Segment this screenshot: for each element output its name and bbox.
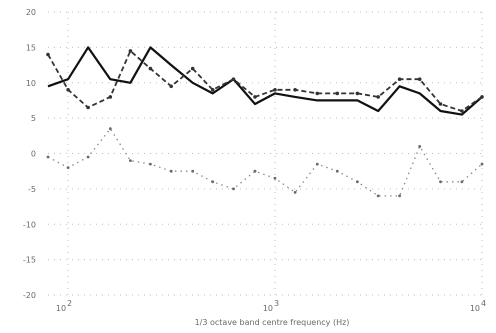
data-point (397, 77, 402, 81)
series-dashed (46, 49, 484, 113)
data-point (355, 91, 360, 96)
y-tick-label: 15 (26, 43, 36, 52)
x-tick-label: 102 (56, 299, 72, 313)
x-tick-exponent: 2 (67, 299, 72, 308)
series-line (47, 128, 483, 197)
data-point (66, 166, 70, 170)
data-point (232, 187, 235, 191)
data-point (149, 162, 152, 166)
data-point (86, 105, 90, 110)
data-point (376, 95, 381, 99)
data-point (191, 169, 195, 173)
data-point (253, 169, 257, 173)
gridlines (48, 11, 483, 296)
data-point (315, 91, 320, 96)
y-tick-label: -5 (28, 185, 36, 194)
data-point (211, 180, 215, 184)
data-point (46, 155, 50, 159)
data-point (273, 88, 277, 92)
y-tick-label: -15 (23, 256, 36, 265)
data-point (460, 180, 464, 184)
data-point (398, 194, 401, 198)
series-group (46, 46, 484, 198)
data-point (480, 162, 484, 166)
x-tick-base: 10 (263, 304, 273, 313)
y-tick-label: 20 (26, 8, 36, 17)
data-point (190, 66, 195, 71)
series-dotted (46, 127, 484, 198)
data-point (210, 88, 215, 92)
data-point (356, 180, 359, 184)
data-point (293, 88, 297, 92)
data-point (335, 169, 339, 173)
data-point (108, 95, 113, 99)
data-point (169, 169, 173, 173)
data-point (293, 191, 297, 194)
x-tick-base: 10 (470, 304, 480, 313)
y-tick-label: 0 (31, 150, 36, 159)
data-point (376, 194, 380, 198)
data-point (438, 102, 443, 106)
x-tick-exponent: 3 (274, 299, 279, 308)
x-tick-exponent: 4 (481, 299, 486, 308)
data-point (418, 145, 422, 148)
y-tick-label: -10 (23, 220, 36, 229)
y-tick-label: 10 (26, 79, 36, 88)
series-line (47, 46, 483, 116)
data-point (148, 66, 153, 71)
series-line (47, 50, 483, 112)
x-tick-base: 10 (56, 304, 66, 313)
data-point (273, 176, 277, 180)
data-point (335, 91, 340, 96)
data-point (253, 95, 257, 99)
data-point (46, 52, 50, 57)
data-point (417, 77, 422, 81)
data-point (108, 127, 112, 131)
data-point (480, 95, 484, 99)
series-solid (47, 46, 483, 116)
x-axis-title: 1/3 octave band centre frequency (Hz) (195, 318, 350, 327)
data-point (66, 88, 70, 92)
data-point (439, 180, 442, 184)
data-point (86, 155, 90, 159)
data-point (231, 77, 236, 81)
y-tick-label: 5 (31, 114, 36, 123)
x-tick-label: 103 (263, 299, 279, 313)
y-tick-labels: 20 15 10 5 0 -5 -10 -15 -20 (23, 8, 36, 300)
data-point (460, 109, 464, 113)
data-point (169, 84, 173, 89)
x-tick-label: 104 (470, 299, 486, 313)
data-point (315, 162, 319, 166)
y-tick-label: -20 (23, 291, 36, 300)
data-point (129, 159, 132, 163)
data-point (128, 49, 133, 53)
